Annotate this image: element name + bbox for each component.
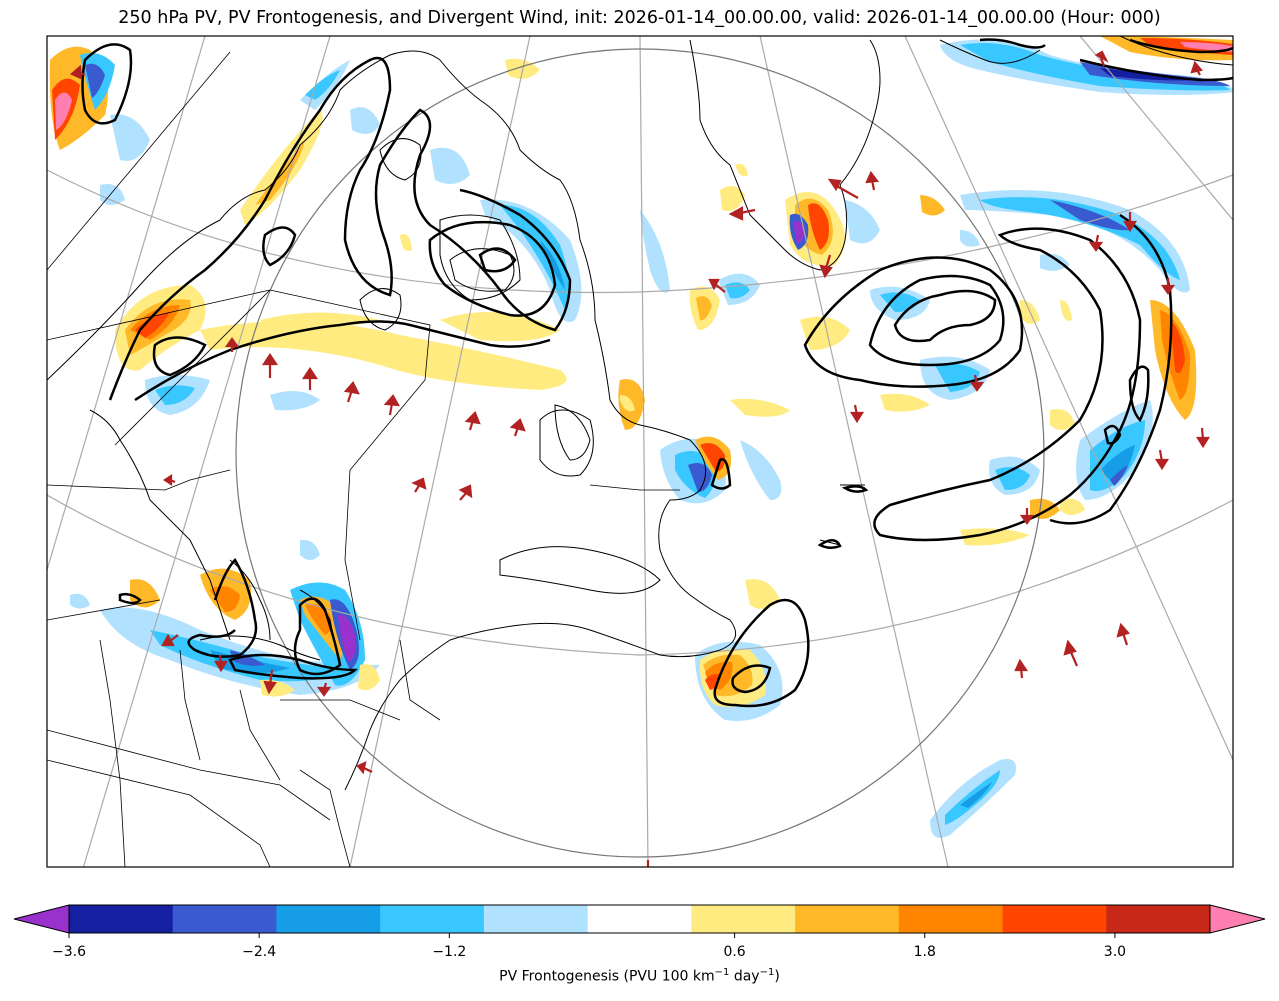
political-borders bbox=[47, 51, 680, 867]
colorbar-swatch bbox=[898, 905, 1004, 933]
colorbar-swatch bbox=[483, 905, 589, 933]
map-frame bbox=[46, 35, 1234, 868]
colorbar-tick-label: 0.6 bbox=[723, 944, 745, 960]
colorbar-label-exp1: −1 bbox=[714, 967, 730, 978]
colorbar-over-extension bbox=[1209, 904, 1266, 934]
divergent-wind-vectors bbox=[69, 50, 1210, 867]
coastlines bbox=[47, 36, 1233, 791]
colorbar-label-exp2: −1 bbox=[759, 967, 775, 978]
colorbar-swatch bbox=[1002, 905, 1107, 933]
colorbar-swatch bbox=[691, 905, 796, 933]
colorbar-swatch bbox=[587, 905, 692, 933]
colorbar-swatch bbox=[172, 905, 277, 933]
colorbar-tick-label: −2.4 bbox=[242, 944, 276, 960]
graticule bbox=[47, 36, 1233, 867]
colorbar-outline bbox=[68, 904, 1211, 934]
colorbar-under-extension bbox=[13, 904, 70, 934]
colorbar-swatch bbox=[380, 905, 485, 933]
colorbar-swatch bbox=[276, 905, 381, 933]
colorbar-tick-label: −3.6 bbox=[52, 944, 86, 960]
colorbar-tick-label: 3.0 bbox=[1104, 944, 1126, 960]
colorbar-label-main: PV Frontogenesis (PVU 100 km bbox=[499, 968, 715, 985]
figure-title: 250 hPa PV, PV Frontogenesis, and Diverg… bbox=[118, 8, 1161, 28]
colorbar-swatch bbox=[69, 905, 174, 933]
colorbar-tick-label: −1.2 bbox=[432, 944, 466, 960]
colorbar-label: PV Frontogenesis (PVU 100 km−1 day−1) bbox=[0, 967, 1279, 985]
colorbar-label-end: ) bbox=[774, 968, 780, 985]
colorbar-tick-label: 1.8 bbox=[914, 944, 936, 960]
colorbar-swatches bbox=[69, 905, 1211, 933]
colorbar-swatch bbox=[795, 905, 900, 933]
colorbar-label-mid: day bbox=[729, 968, 760, 985]
pv-contours bbox=[81, 38, 1233, 708]
colorbar-ticks: −3.6 −2.4 −1.2 0.6 1.8 3.0 bbox=[52, 933, 1126, 960]
colorbar-swatch bbox=[1106, 905, 1211, 933]
